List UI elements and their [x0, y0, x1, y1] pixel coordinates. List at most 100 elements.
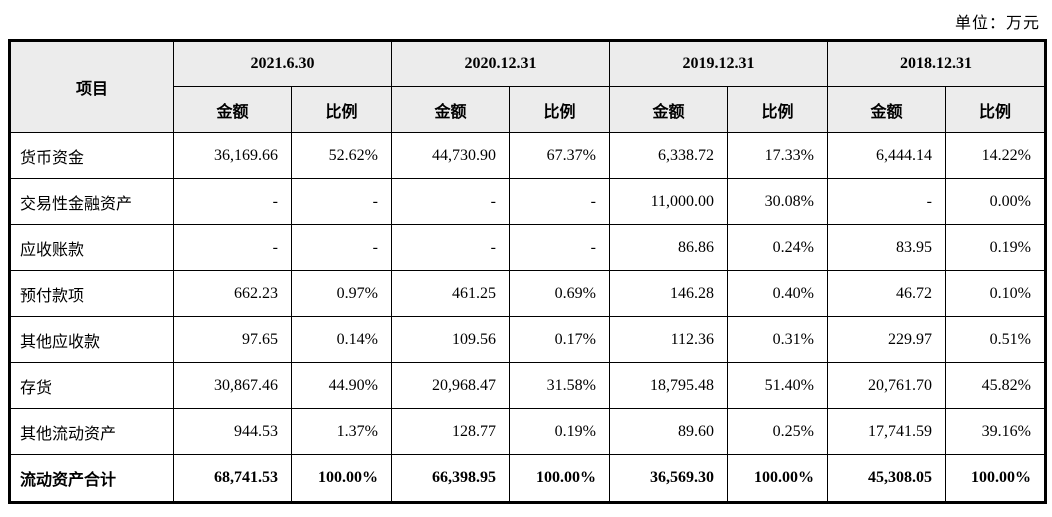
ratio-cell: 0.00%	[945, 178, 1046, 225]
amount-cell: 128.77	[391, 408, 510, 455]
ratio-cell: 0.51%	[945, 316, 1046, 363]
ratio-header-0: 比例	[291, 86, 392, 133]
ratio-cell: 67.37%	[509, 132, 610, 179]
ratio-header-3: 比例	[945, 86, 1046, 133]
ratio-cell: 0.25%	[727, 408, 828, 455]
ratio-cell: 100.00%	[509, 454, 610, 503]
period-header-1: 2020.12.31	[391, 40, 610, 87]
unit-label: 单位：万元	[954, 15, 1040, 32]
ratio-cell: 30.08%	[727, 178, 828, 225]
amount-cell: 86.86	[609, 224, 728, 271]
current-assets-table: 项目 2021.6.30 2020.12.31 2019.12.31 2018.12.3…	[8, 39, 1047, 504]
amount-cell: 45,308.05	[827, 454, 946, 503]
ratio-cell: 17.33%	[727, 132, 828, 179]
item-cell: 流动资产合计	[9, 454, 174, 503]
ratio-cell: 0.31%	[727, 316, 828, 363]
amount-header-0: 金额	[173, 86, 292, 133]
amount-header-1: 金额	[391, 86, 510, 133]
table-row: 交易性金融资产 - - - -11,000.00 30.08% -0.00%	[9, 178, 1046, 225]
amount-cell: 112.36	[609, 316, 728, 363]
ratio-cell: 39.16%	[945, 408, 1046, 455]
total-row: 流动资产合计 68,741.53 100.00% 66,398.95 100.00% 36…	[9, 454, 1046, 503]
ratio-cell: -	[509, 224, 610, 271]
amount-cell: 229.97	[827, 316, 946, 363]
ratio-cell: 52.62%	[291, 132, 392, 179]
item-cell: 交易性金融资产	[9, 178, 174, 225]
table-row: 其他流动资产 944.53 1.37% 128.77 0.19% 89.60 0.25% 17…	[9, 408, 1046, 455]
ratio-cell: 45.82%	[945, 362, 1046, 409]
amount-cell: 44,730.90	[391, 132, 510, 179]
document-page: 单位：万元 项目 2021.6.30 2020.12.31 2019.12.31 201…	[8, 15, 1047, 504]
amount-cell: 6,444.14	[827, 132, 946, 179]
amount-cell: 20,968.47	[391, 362, 510, 409]
ratio-cell: 100.00%	[291, 454, 392, 503]
ratio-cell: 14.22%	[945, 132, 1046, 179]
item-cell: 其他流动资产	[9, 408, 174, 455]
ratio-cell: 0.40%	[727, 270, 828, 317]
table-body: 货币资金 36,169.66 52.62% 44,730.90 67.37% 6,338.…	[9, 132, 1046, 503]
ratio-cell: 0.10%	[945, 270, 1046, 317]
header-row-subcolumns: 金额 比例 金额 比例 金额 比例 金额 比例	[10, 86, 1046, 133]
amount-cell: -	[827, 178, 946, 225]
amount-cell: 662.23	[173, 270, 292, 317]
amount-cell: 66,398.95	[391, 454, 510, 503]
amount-header-2: 金额	[609, 86, 728, 133]
item-cell: 存货	[9, 362, 174, 409]
ratio-cell: 44.90%	[291, 362, 392, 409]
ratio-header-2: 比例	[727, 86, 828, 133]
ratio-cell: 0.17%	[509, 316, 610, 363]
amount-cell: 109.56	[391, 316, 510, 363]
ratio-cell: 100.00%	[727, 454, 828, 503]
amount-cell: -	[173, 178, 292, 225]
ratio-cell: 31.58%	[509, 362, 610, 409]
ratio-cell: 0.19%	[945, 224, 1046, 271]
table-row: 其他应收款 97.65 0.14% 109.56 0.17% 112.36 0.31% 229…	[9, 316, 1046, 363]
amount-cell: -	[173, 224, 292, 271]
amount-cell: -	[391, 224, 510, 271]
amount-cell: 6,338.72	[609, 132, 728, 179]
item-cell: 货币资金	[9, 132, 174, 179]
ratio-cell: -	[291, 178, 392, 225]
item-cell: 预付款项	[9, 270, 174, 317]
period-header-3: 2018.12.31	[827, 40, 1046, 87]
ratio-cell: -	[291, 224, 392, 271]
table-row: 存货 30,867.46 44.90% 20,968.47 31.58% 18,795.4…	[9, 362, 1046, 409]
amount-cell: 461.25	[391, 270, 510, 317]
ratio-cell: 1.37%	[291, 408, 392, 455]
amount-header-3: 金额	[827, 86, 946, 133]
amount-cell: 944.53	[173, 408, 292, 455]
amount-cell: 68,741.53	[173, 454, 292, 503]
ratio-cell: -	[509, 178, 610, 225]
table-row: 预付款项 662.23 0.97% 461.25 0.69% 146.28 0.40% 46.…	[9, 270, 1046, 317]
ratio-cell: 100.00%	[945, 454, 1046, 503]
amount-cell: 83.95	[827, 224, 946, 271]
amount-cell: 89.60	[609, 408, 728, 455]
table-row: 货币资金 36,169.66 52.62% 44,730.90 67.37% 6,338.…	[9, 132, 1046, 179]
table-header: 项目 2021.6.30 2020.12.31 2019.12.31 2018.12.3…	[9, 40, 1046, 133]
period-header-2: 2019.12.31	[609, 40, 828, 87]
table-row: 应收账款 - - - -86.86 0.24% 83.95 0.19%	[9, 224, 1046, 271]
amount-cell: 18,795.48	[609, 362, 728, 409]
ratio-cell: 0.69%	[509, 270, 610, 317]
ratio-cell: 51.40%	[727, 362, 828, 409]
amount-cell: 11,000.00	[609, 178, 728, 225]
amount-cell: 146.28	[609, 270, 728, 317]
amount-cell: 97.65	[173, 316, 292, 363]
amount-cell: -	[391, 178, 510, 225]
ratio-header-1: 比例	[509, 86, 610, 133]
ratio-cell: 0.14%	[291, 316, 392, 363]
item-cell: 应收账款	[9, 224, 174, 271]
amount-cell: 36,569.30	[609, 454, 728, 503]
ratio-cell: 0.97%	[291, 270, 392, 317]
amount-cell: 30,867.46	[173, 362, 292, 409]
amount-cell: 36,169.66	[173, 132, 292, 179]
amount-cell: 17,741.59	[827, 408, 946, 455]
period-header-0: 2021.6.30	[173, 40, 392, 87]
ratio-cell: 0.24%	[727, 224, 828, 271]
ratio-cell: 0.19%	[509, 408, 610, 455]
header-row-periods: 项目 2021.6.30 2020.12.31 2019.12.31 2018.12.3…	[9, 40, 1046, 133]
item-cell: 其他应收款	[9, 316, 174, 363]
item-column-header: 项目	[9, 40, 174, 133]
amount-cell: 46.72	[827, 270, 946, 317]
amount-cell: 20,761.70	[827, 362, 946, 409]
